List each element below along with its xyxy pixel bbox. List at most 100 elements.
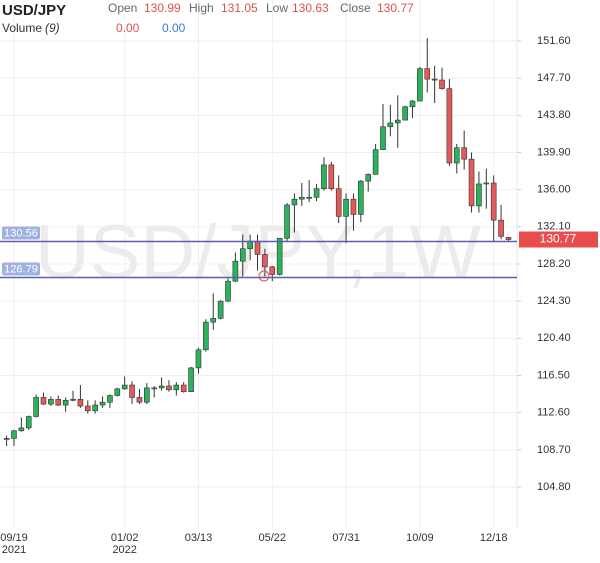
y-tick-label: 120.40 — [537, 332, 571, 344]
candle-body — [210, 318, 217, 323]
candle-body — [3, 438, 10, 440]
candle-body — [144, 387, 150, 403]
candle-body — [99, 401, 106, 406]
candle-body — [203, 321, 209, 351]
y-tick-label: 139.90 — [537, 146, 571, 158]
y-tick-label: 128.20 — [537, 258, 571, 270]
candle-body — [350, 198, 357, 215]
y-tick-label: 116.50 — [537, 369, 570, 381]
x-year-label: 2021 — [2, 544, 26, 556]
candle-body — [40, 397, 47, 405]
ohlc-value: 130.77 — [377, 1, 414, 15]
x-tick-label: 07/31 — [332, 532, 360, 544]
marker-circle — [258, 270, 270, 282]
candle-body — [446, 88, 453, 164]
header: USD/JPY Volume (9) 0.00 0.00 Open 130.99 H… — [2, 1, 414, 35]
x-tick-label: 05/22 — [259, 532, 287, 544]
grid: 151.60 147.70 143.80 139.90 136.00 132.10 128.… — [0, 0, 571, 556]
y-tick-label: 108.70 — [537, 444, 571, 456]
candle-body — [358, 180, 364, 215]
ohlc-label: Low — [266, 1, 288, 15]
candle-body — [402, 106, 408, 121]
volume-period: (9) — [45, 21, 60, 35]
candle-body — [173, 384, 180, 391]
line-label-box — [2, 262, 40, 276]
candle-body — [409, 100, 416, 108]
candle-body — [254, 240, 261, 255]
candle-body — [225, 280, 231, 302]
candle-body — [121, 384, 128, 390]
candle-body — [269, 266, 276, 275]
candle-body — [114, 388, 121, 396]
y-tick-label: 124.30 — [537, 295, 571, 307]
candle-body — [33, 397, 39, 417]
ohlc-label: Open — [108, 1, 137, 15]
line-label: 130.56 — [4, 227, 38, 239]
x-tick-label: 10/09 — [406, 532, 434, 544]
y-tick-label: 147.70 — [537, 72, 571, 84]
candle-body — [232, 260, 239, 282]
candle-body — [380, 126, 386, 150]
volume-value: 0.00 — [162, 21, 186, 35]
candle-body — [335, 188, 342, 217]
y-tick-label: 132.10 — [537, 221, 571, 233]
candle-body — [461, 147, 467, 160]
candle-body — [217, 300, 224, 319]
candle-body — [328, 164, 335, 190]
candle-body — [188, 367, 194, 393]
price-tag-label: 130.77 — [540, 232, 577, 246]
candle-body — [424, 68, 431, 80]
candle-body — [505, 237, 512, 240]
candle-body — [372, 149, 379, 175]
candle-body — [453, 147, 460, 164]
candle-body — [62, 399, 69, 406]
price-tag — [519, 231, 598, 248]
candle-body — [107, 395, 113, 403]
candle-body — [70, 399, 76, 401]
ohlc-value: 130.99 — [144, 1, 181, 15]
candle-body — [151, 387, 157, 390]
x-tick-label: 09/19 — [0, 532, 28, 544]
candle-body — [136, 397, 143, 403]
candle-body — [11, 430, 17, 439]
volume-label: Volume — [2, 21, 42, 35]
candle-body — [306, 196, 312, 199]
x-tick-label: 12/18 — [480, 532, 508, 544]
candle-body — [439, 79, 445, 89]
candle-body — [321, 164, 327, 190]
candle-body — [262, 254, 268, 268]
candle-body — [417, 68, 423, 102]
x-year-label: 2022 — [112, 544, 136, 556]
x-tick-label: 03/13 — [185, 532, 213, 544]
candle-body — [498, 219, 504, 237]
candle-body — [239, 248, 246, 262]
candle-body — [77, 399, 84, 407]
candle-body — [291, 198, 298, 206]
candles — [3, 38, 512, 447]
candle-body — [48, 399, 54, 405]
ohlc-value: 131.05 — [221, 1, 258, 15]
y-tick-label: 104.80 — [537, 481, 571, 493]
candle-body — [247, 240, 253, 250]
candle-body — [158, 385, 165, 389]
candle-body — [476, 183, 482, 207]
volume-value: 0.00 — [116, 21, 140, 35]
candle-body — [365, 174, 372, 182]
candle-body — [483, 182, 490, 185]
candle-body — [387, 122, 394, 128]
candle-body — [18, 427, 25, 432]
candle-body — [394, 119, 401, 124]
candle-body — [129, 384, 135, 398]
symbol-title: USD/JPY — [2, 2, 66, 19]
candle-body — [166, 385, 172, 391]
line-label: 126.79 — [4, 263, 38, 275]
candle-body — [313, 188, 320, 198]
ohlc-value: 130.63 — [292, 1, 329, 15]
y-tick-label: 136.00 — [537, 184, 571, 196]
y-tick-label: 151.60 — [537, 35, 571, 47]
ohlc-label: High — [189, 1, 214, 15]
candle-body — [55, 399, 62, 406]
candle-body — [195, 349, 202, 369]
